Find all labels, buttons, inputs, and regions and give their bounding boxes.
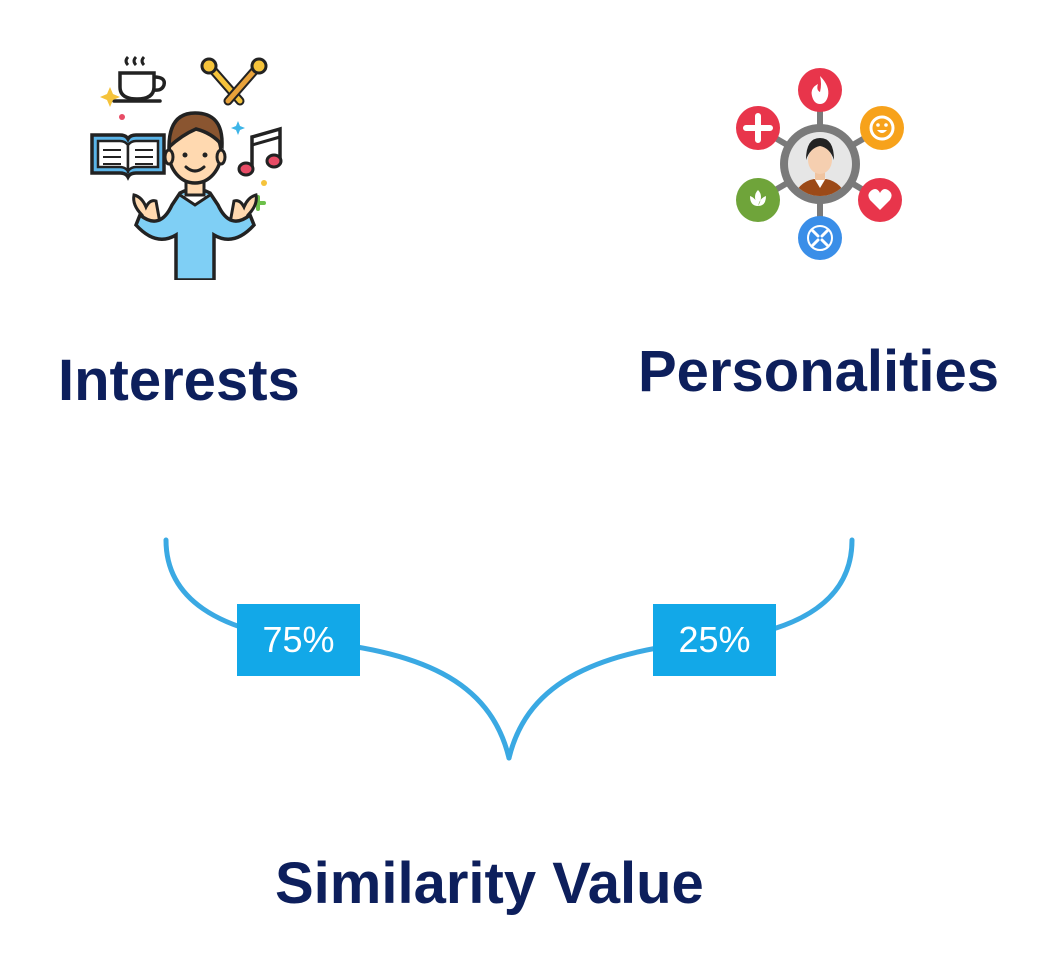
heart-trait-icon [858, 178, 902, 222]
open-book-icon [90, 133, 166, 181]
personalities-label: Personalities [638, 339, 1000, 404]
person-with-hobbies-icon [90, 55, 283, 280]
coffee-cup-icon [112, 55, 167, 103]
similarity-value-label: Similarity Value [275, 851, 704, 916]
paint-brushes-icon [200, 57, 268, 106]
personalities-weight-badge: 25% [653, 604, 776, 676]
happy-face-trait-icon [860, 106, 904, 150]
dot-icon [119, 114, 125, 120]
interests-label: Interests [58, 348, 300, 413]
personality-traits-network-icon [736, 68, 904, 260]
angry-trait-icon [798, 216, 842, 260]
music-note-icon [237, 126, 283, 177]
plus-trait-icon [736, 106, 780, 150]
lotus-trait-icon [736, 178, 780, 222]
person-icon [132, 111, 258, 280]
interests-weight-badge: 75% [237, 604, 360, 676]
sparkle-icon [231, 121, 245, 135]
sparkle-icon [100, 87, 120, 107]
flame-trait-icon [798, 68, 842, 112]
person-avatar-icon [780, 124, 860, 204]
